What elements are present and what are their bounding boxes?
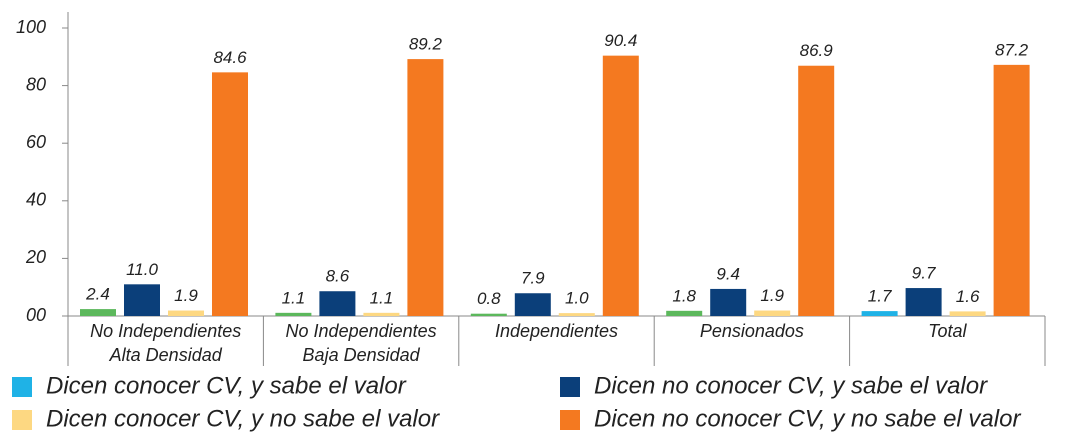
legend-label: Dicen no conocer CV, y sabe el valor [594,372,988,399]
x-tick-label-line: Total [928,321,967,341]
legend-label: Dicen conocer CV, y sabe el valor [46,372,407,399]
legend-swatch [12,410,32,430]
bar [949,311,986,316]
x-tick-label-line: Independientes [495,321,618,341]
x-tick-label-line: Pensionados [700,321,804,341]
y-tick-label: 00 [26,305,46,325]
bar [514,293,551,316]
value-label: 1.1 [370,288,394,307]
value-label: 9.7 [912,264,936,283]
value-label: 1.9 [174,286,198,305]
value-label: 1.7 [868,287,892,306]
value-label: 87.2 [995,40,1029,59]
y-tick-label: 40 [26,190,46,210]
x-tick-label-line: Alta Densidad [109,345,223,365]
y-tick-label: 20 [25,247,46,267]
value-label: 84.6 [213,48,247,67]
legend-swatch [560,410,580,430]
bar [798,65,835,316]
bar [80,309,116,316]
x-tick-label: Pensionados [700,321,804,341]
bar [666,310,703,316]
value-label: 0.8 [477,289,501,308]
bar [168,310,204,316]
bar [407,59,444,316]
value-label: 1.6 [956,287,980,306]
value-label: 90.4 [604,31,637,50]
value-label: 1.9 [760,286,784,305]
bar [905,288,942,316]
bar [470,313,507,316]
x-tick-label-line: No Independientes [286,321,437,341]
value-label: 86.9 [800,41,834,60]
bar [861,311,898,316]
bar [363,312,400,316]
bar [558,313,595,316]
bar [212,72,248,317]
legend-swatch [12,377,32,397]
value-label: 1.8 [672,286,696,305]
x-tick-label: Total [928,321,967,341]
y-tick-label: 80 [26,74,46,94]
value-label: 89.2 [409,35,443,54]
value-label: 11.0 [126,260,158,279]
legend-label: Dicen conocer CV, y no sabe el valor [46,405,440,432]
x-tick-label-line: No Independientes [90,321,241,341]
x-tick-label: No Independientes Baja Densidad [286,321,437,365]
x-tick-label-line: Baja Densidad [303,345,421,365]
value-label: 8.6 [326,267,350,286]
legend-swatch [560,377,580,397]
bar [710,288,747,316]
legend-label: Dicen no conocer CV, y no sabe el valor [594,405,1021,432]
x-tick-label: No Independientes Alta Densidad [90,321,241,365]
value-label: 1.0 [565,289,589,308]
bar [754,310,791,316]
bar [124,284,160,316]
x-tick-label: Independientes [495,321,618,341]
y-tick-label: 60 [26,132,46,152]
bar [993,64,1030,316]
value-label: 2.4 [85,285,110,304]
bar [275,312,312,316]
value-label: 1.1 [282,288,306,307]
bar [602,55,639,316]
value-label: 7.9 [521,269,545,288]
bar [319,291,356,316]
y-tick-label: 100 [16,17,46,37]
value-label: 9.4 [716,264,740,283]
